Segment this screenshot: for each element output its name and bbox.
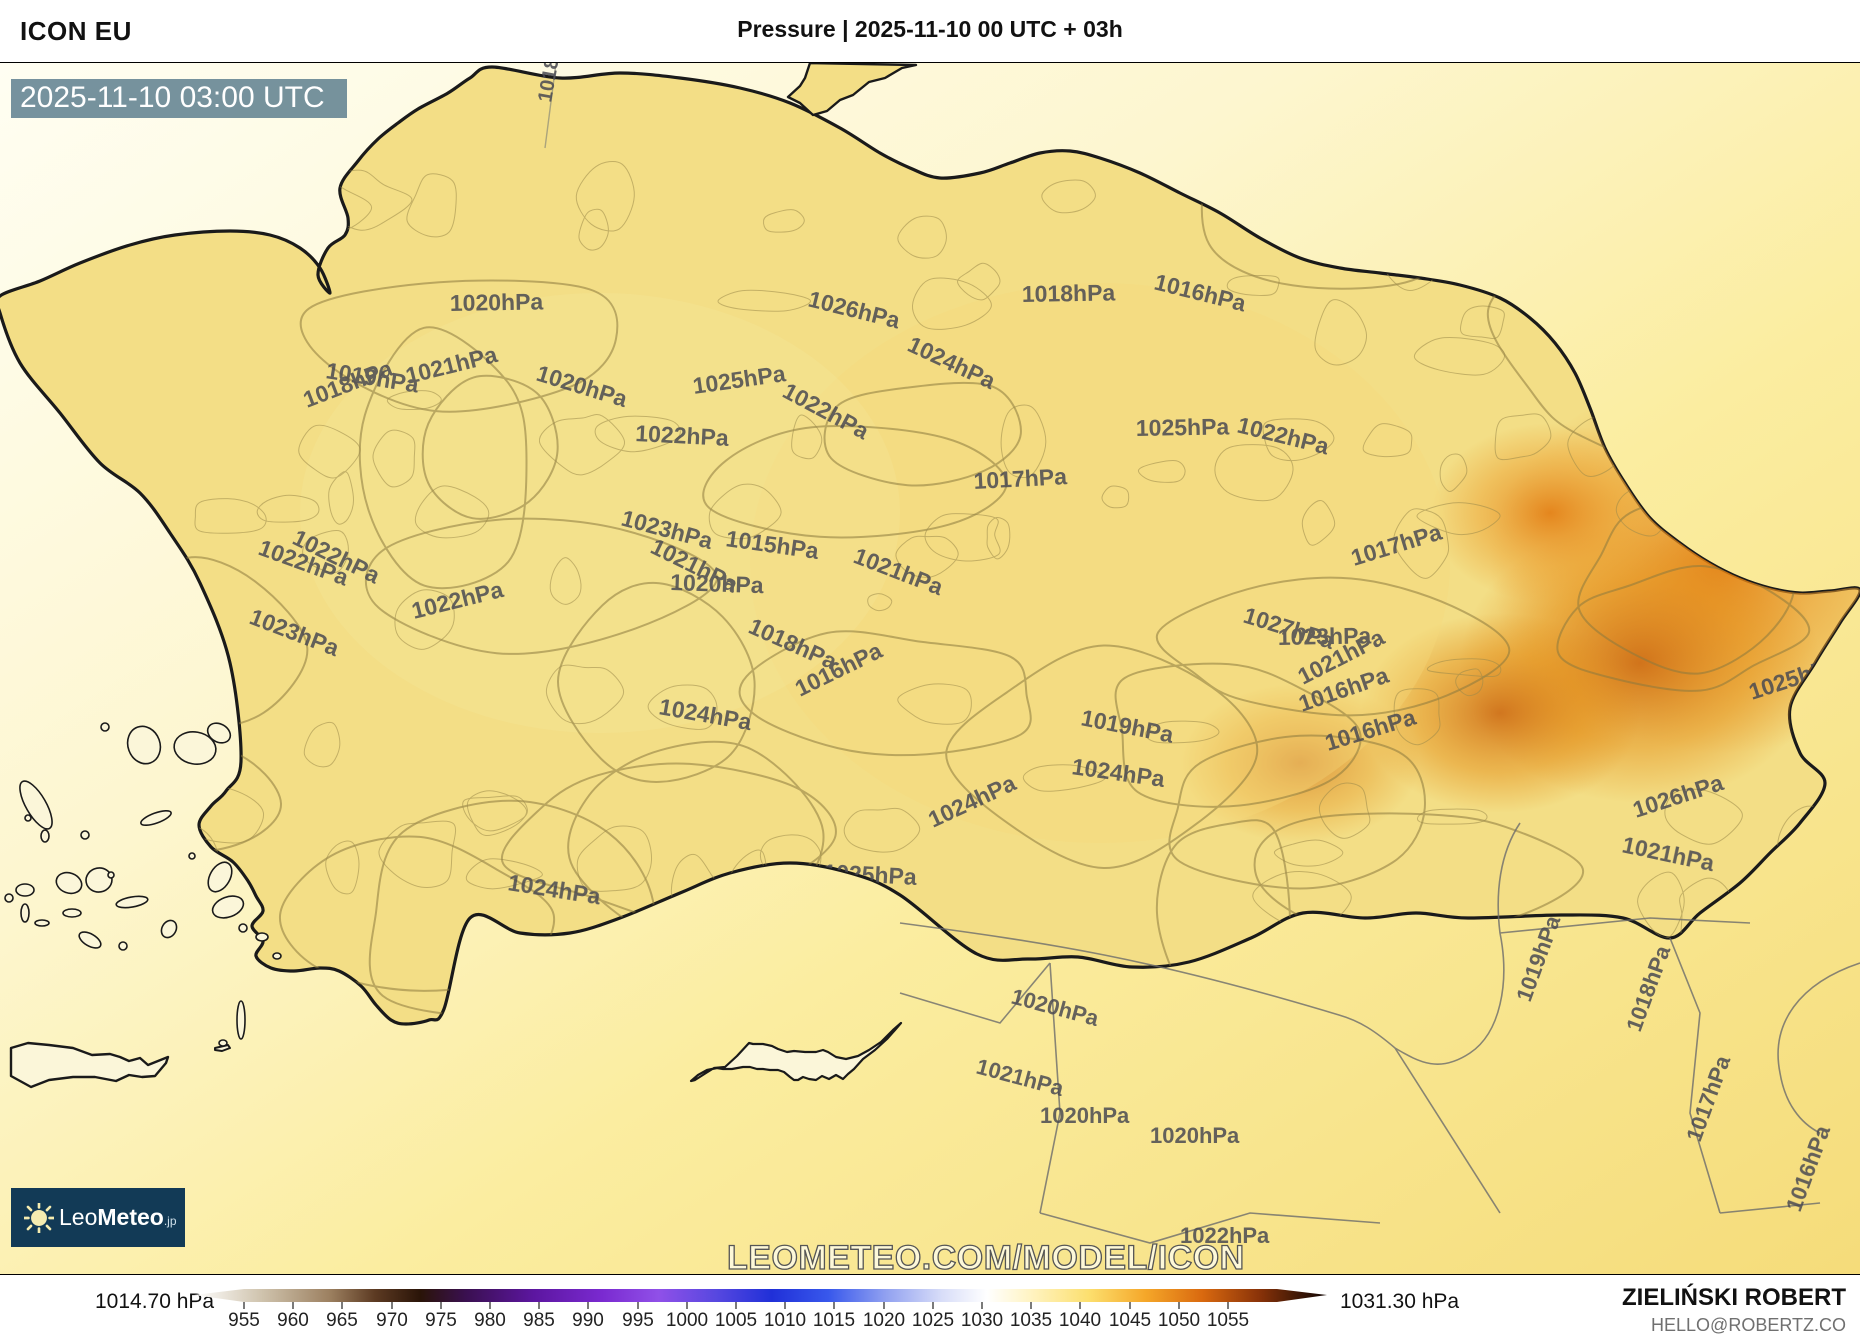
svg-text:1025hPa: 1025hPa (1136, 413, 1230, 441)
svg-text:965: 965 (326, 1310, 358, 1329)
svg-text:1022hPa: 1022hPa (635, 420, 730, 451)
svg-text:1018hPa: 1018hPa (1022, 279, 1116, 307)
svg-text:960: 960 (277, 1310, 309, 1329)
svg-text:1020: 1020 (863, 1310, 905, 1329)
svg-text:985: 985 (523, 1310, 555, 1329)
svg-text:1055: 1055 (1207, 1310, 1249, 1329)
svg-text:995: 995 (622, 1310, 654, 1329)
svg-text:1020hPa: 1020hPa (1040, 1103, 1130, 1128)
svg-text:1030: 1030 (961, 1310, 1003, 1329)
svg-text:990: 990 (572, 1310, 604, 1329)
svg-text:1045: 1045 (1109, 1310, 1151, 1329)
svg-text:1005: 1005 (715, 1310, 757, 1329)
svg-text:1017hPa: 1017hPa (973, 463, 1068, 494)
svg-text:1035: 1035 (1010, 1310, 1052, 1329)
svg-text:1040: 1040 (1059, 1310, 1101, 1329)
svg-text:1025: 1025 (912, 1310, 954, 1329)
svg-text:1015: 1015 (813, 1310, 855, 1329)
svg-text:970: 970 (376, 1310, 408, 1329)
svg-text:980: 980 (474, 1310, 506, 1329)
svg-text:1010: 1010 (764, 1310, 806, 1329)
svg-text:955: 955 (228, 1310, 260, 1329)
svg-text:975: 975 (425, 1310, 457, 1329)
svg-text:1020hPa: 1020hPa (450, 288, 544, 316)
svg-text:2025-11-10 03:00 UTC: 2025-11-10 03:00 UTC (20, 81, 325, 114)
svg-text:1000: 1000 (666, 1310, 708, 1329)
svg-text:1050: 1050 (1158, 1310, 1200, 1329)
svg-text:1020hPa: 1020hPa (1150, 1123, 1240, 1148)
